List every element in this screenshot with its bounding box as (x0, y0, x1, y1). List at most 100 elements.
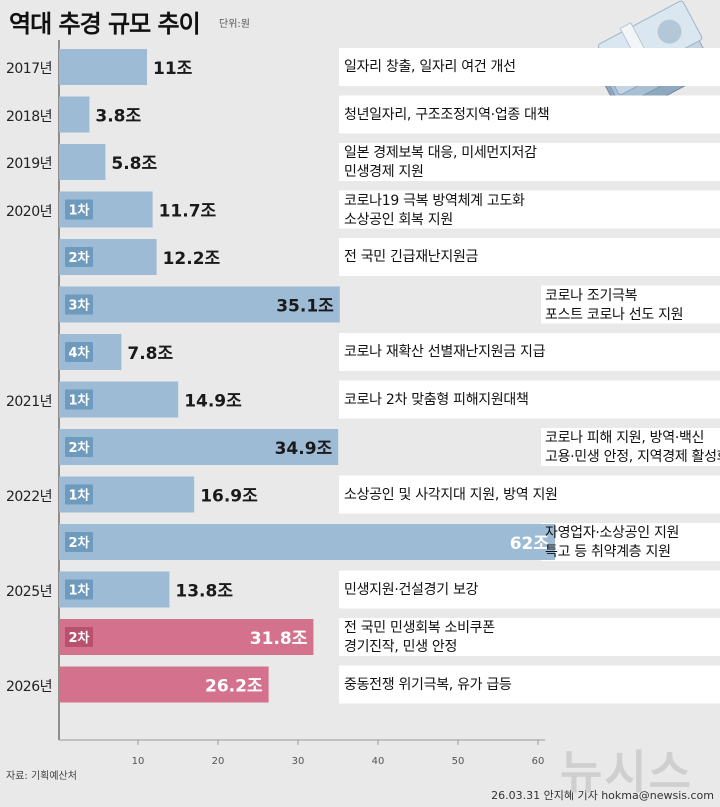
unit-label: 단위:원 (219, 19, 250, 30)
description: 전 국민 긴급재난지원금 (344, 248, 720, 267)
bar-value-label: 14.9조 (184, 392, 242, 412)
bar (59, 524, 555, 560)
year-label: 2026년 (5, 678, 53, 695)
description-line: 소상공인 및 사각지대 지원, 방역 지원 (344, 486, 558, 503)
round-badge-label: 2차 (68, 630, 89, 646)
description-panel (541, 523, 720, 561)
round-badge-label: 1차 (68, 488, 89, 504)
round-badge-label: 2차 (68, 535, 89, 551)
x-tick-label: 10 (132, 756, 145, 767)
description-line: 민생경제 지원 (344, 164, 424, 180)
description: 소상공인 및 사각지대 지원, 방역 지원 (344, 486, 720, 505)
description-line: 코로나19 극복 방역체계 고도화 (344, 192, 525, 209)
description-line: 자영업자·소상공인 지원 (545, 525, 680, 541)
bar (59, 96, 90, 133)
description-line: 민생지원·건설경기 보강 (344, 581, 479, 598)
round-badge (65, 294, 93, 315)
description-line: 포스트 코로나 선도 지원 (545, 306, 684, 323)
round-badge-label: 3차 (68, 298, 89, 314)
year-label: 2025년 (5, 583, 53, 600)
x-tick-label: 40 (372, 756, 385, 767)
year-label: 2020년 (5, 203, 53, 220)
description: 일자리 창출, 일자리 여건 개선 (344, 58, 720, 77)
bar (59, 144, 106, 180)
description-panel (339, 190, 720, 229)
bar-value-label: 11.7조 (159, 202, 217, 222)
round-badge (65, 532, 93, 552)
description: 민생지원·건설경기 보강 (344, 581, 720, 600)
bar (59, 666, 269, 703)
description-line: 일자리 창출, 일자리 여건 개선 (344, 59, 516, 75)
description-panel (339, 380, 720, 419)
description-line: 전 국민 민생회복 소비쿠폰 (344, 620, 495, 636)
description: 청년일자리, 구조조정지역·업종 대책 (344, 106, 720, 125)
description-panel (339, 570, 720, 609)
x-tick-label: 60 (532, 756, 545, 767)
description-line: 일본 경제보복 대응, 미세먼지저감 (344, 145, 537, 161)
bar-value-label: 13.8조 (175, 582, 233, 602)
round-badge (65, 484, 93, 505)
source-note: 자료: 기획예산처 (6, 771, 77, 782)
bar-value-label: 5.8조 (111, 154, 157, 174)
bar-value-label: 31.8조 (250, 629, 308, 649)
description-line: 코로나 조기극복 (545, 287, 638, 304)
description-panel (541, 428, 720, 466)
bar (59, 619, 314, 655)
round-badge-label: 1차 (68, 203, 89, 219)
x-tick-label: 20 (212, 756, 225, 767)
round-badge (65, 342, 93, 362)
newsis-watermark: 뉴시스 (560, 745, 693, 799)
bar-value-label: 62조 (510, 534, 550, 554)
description-line: 코로나 재확산 선별재난지원금 지급 (344, 344, 546, 360)
bar-value-label: 11조 (153, 59, 193, 79)
bar (59, 429, 339, 465)
year-label: 2021년 (5, 393, 53, 410)
description-line: 경기진작, 민생 안정 (344, 639, 458, 655)
description-line: 소상공인 회복 지원 (344, 211, 453, 228)
bar (59, 49, 147, 85)
description-panel (339, 333, 720, 371)
description-line: 중동전쟁 위기극복, 유가 급등 (344, 676, 512, 693)
round-badge (65, 627, 93, 647)
x-tick-label: 50 (452, 756, 465, 767)
description-panel (339, 665, 720, 704)
round-badge-label: 1차 (68, 393, 89, 409)
round-badge (65, 437, 93, 457)
round-badge-label: 1차 (68, 583, 89, 599)
bar-value-label: 7.8조 (127, 344, 173, 364)
description-panel (541, 285, 720, 324)
round-badge (65, 199, 93, 220)
x-tick-label: 30 (292, 756, 305, 767)
description: 코로나 재확산 선별재난지원금 지급 (344, 343, 720, 362)
description-panel (339, 143, 720, 181)
year-label: 2019년 (5, 156, 53, 172)
year-label: 2018년 (5, 108, 53, 125)
bar-value-label: 26.2조 (205, 677, 263, 697)
bar-value-label: 35.1조 (276, 297, 334, 317)
description: 코로나 2차 맞춤형 피해지원대책 (344, 391, 720, 410)
bar-value-label: 16.9조 (200, 487, 258, 507)
bar-value-label: 34.9조 (275, 439, 333, 459)
round-badge-label: 2차 (68, 250, 89, 266)
round-badge (65, 389, 93, 410)
description-line: 특고 등 취약계층 지원 (545, 544, 671, 560)
round-badge-label: 2차 (68, 440, 89, 456)
description-line: 전 국민 긴급재난지원금 (344, 249, 479, 265)
description-panel (339, 48, 720, 86)
year-label: 2017년 (5, 61, 53, 77)
bar-value-label: 12.2조 (163, 249, 221, 269)
credit-line: 26.03.31 안지혜 기자 hokma@newsis.com (491, 789, 714, 802)
description-line: 코로나 피해 지원, 방역·백신 (545, 430, 705, 446)
description-line: 청년일자리, 구조조정지역·업종 대책 (344, 106, 550, 123)
bar (59, 286, 340, 323)
description-panel (339, 618, 720, 656)
description-line: 고용·민생 안정, 지역경제 활성화 (545, 449, 720, 465)
chart-title: 역대 추경 규모 추이 (9, 10, 201, 38)
description: 중동전쟁 위기극복, 유가 급등 (344, 676, 720, 695)
